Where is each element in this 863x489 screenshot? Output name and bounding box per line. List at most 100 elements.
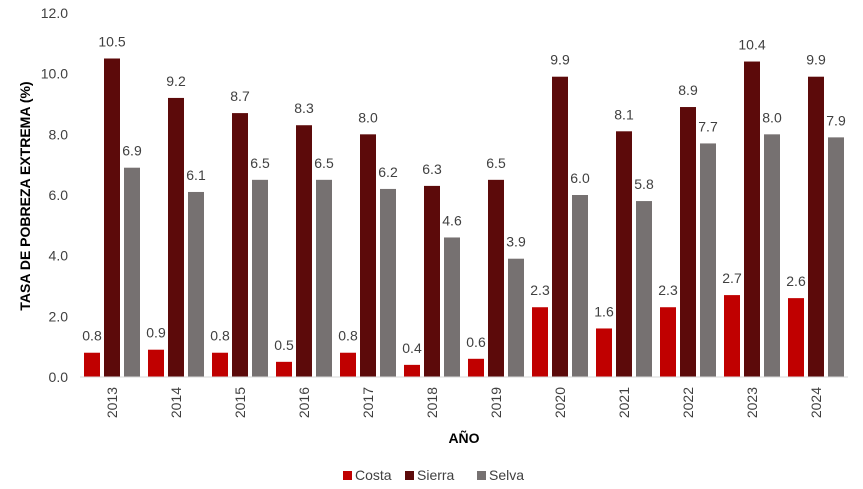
data-label: 0.8 bbox=[82, 328, 102, 344]
bar-selva-2018 bbox=[444, 237, 460, 377]
data-label: 5.8 bbox=[634, 176, 654, 192]
data-label: 9.2 bbox=[166, 73, 186, 89]
data-label: 3.9 bbox=[506, 234, 526, 250]
y-axis-title: TASA DE POBREZA EXTREMA (%) bbox=[17, 81, 33, 310]
bar-sierra-2014 bbox=[168, 97, 184, 377]
x-axis-ticks: 2013 2014 2015 2016 2017 2018 2019 2020 2021 2022… bbox=[104, 387, 824, 418]
bar-selva-2019 bbox=[508, 258, 524, 377]
data-label: 8.0 bbox=[762, 109, 782, 125]
x-tick-label: 2020 bbox=[552, 387, 568, 418]
bar-sierra-2018 bbox=[424, 185, 440, 377]
x-axis-title: AÑO bbox=[448, 429, 479, 446]
data-label: 7.7 bbox=[698, 118, 718, 134]
data-label: 6.5 bbox=[250, 155, 270, 171]
bar-costa-2017 bbox=[340, 352, 356, 377]
data-label: 4.6 bbox=[442, 212, 462, 228]
bar-costa-2021 bbox=[596, 328, 612, 377]
bar-sierra-2021 bbox=[616, 131, 632, 377]
y-tick-label: 8.0 bbox=[49, 126, 69, 142]
data-label: 6.2 bbox=[378, 164, 398, 180]
bar-selva-2020 bbox=[572, 195, 588, 377]
data-label: 8.9 bbox=[678, 82, 698, 98]
bar-sierra-2023 bbox=[744, 61, 760, 378]
x-tick-label: 2015 bbox=[232, 387, 248, 418]
data-label: 0.4 bbox=[402, 340, 422, 356]
legend-swatch-selva bbox=[477, 471, 486, 480]
data-label: 6.9 bbox=[122, 143, 142, 159]
bar-sierra-2024 bbox=[808, 76, 824, 377]
data-label: 8.3 bbox=[294, 100, 314, 116]
data-label: 6.1 bbox=[186, 167, 206, 183]
data-labels: 0.8 10.5 6.9 0.9 9.2 6.1 0.8 8.7 6.5 0.5 8.3 6.5 0.8… bbox=[82, 34, 846, 356]
x-tick-label: 2019 bbox=[488, 387, 504, 418]
data-label: 10.4 bbox=[738, 37, 765, 53]
data-label: 2.3 bbox=[658, 282, 678, 298]
data-label: 6.3 bbox=[422, 161, 442, 177]
bar-selva-2016 bbox=[316, 179, 332, 377]
data-label: 7.9 bbox=[826, 112, 846, 128]
bar-selva-2022 bbox=[700, 143, 716, 377]
x-tick-label: 2018 bbox=[424, 387, 440, 418]
bar-selva-2014 bbox=[188, 191, 204, 377]
data-label: 8.0 bbox=[358, 109, 378, 125]
bar-costa-2014 bbox=[148, 349, 164, 377]
data-label: 9.9 bbox=[550, 52, 570, 68]
x-tick-label: 2021 bbox=[616, 387, 632, 418]
data-label: 10.5 bbox=[98, 34, 125, 50]
y-tick-label: 0.0 bbox=[49, 369, 69, 385]
bar-costa-2023 bbox=[724, 295, 740, 377]
bar-sierra-2017 bbox=[360, 134, 376, 377]
bar-costa-2024 bbox=[788, 298, 804, 377]
x-tick-label: 2014 bbox=[168, 387, 184, 418]
data-label: 8.1 bbox=[614, 106, 634, 122]
y-axis-ticks: 0.0 2.0 4.0 6.0 8.0 10.0 12.0 bbox=[41, 5, 68, 385]
data-label: 6.0 bbox=[570, 170, 590, 186]
legend-label-selva: Selva bbox=[489, 467, 524, 483]
x-tick-label: 2024 bbox=[808, 387, 824, 418]
data-label: 2.7 bbox=[722, 270, 742, 286]
bar-costa-2022 bbox=[660, 307, 676, 377]
x-tick-label: 2013 bbox=[104, 387, 120, 418]
data-label: 6.5 bbox=[314, 155, 334, 171]
x-tick-label: 2023 bbox=[744, 387, 760, 418]
bar-selva-2017 bbox=[380, 188, 396, 377]
bar-costa-2020 bbox=[532, 307, 548, 377]
bar-sierra-2019 bbox=[488, 179, 504, 377]
data-label: 2.3 bbox=[530, 282, 550, 298]
bar-sierra-2020 bbox=[552, 76, 568, 377]
bars bbox=[84, 58, 844, 378]
bar-selva-2013 bbox=[124, 167, 140, 377]
data-label: 0.8 bbox=[210, 328, 230, 344]
legend-label-costa: Costa bbox=[355, 467, 392, 483]
y-tick-label: 2.0 bbox=[49, 308, 69, 324]
y-tick-label: 10.0 bbox=[41, 66, 68, 82]
bar-costa-2015 bbox=[212, 352, 228, 377]
x-tick-label: 2016 bbox=[296, 387, 312, 418]
data-label: 1.6 bbox=[594, 303, 614, 319]
bar-sierra-2016 bbox=[296, 125, 312, 377]
y-tick-label: 6.0 bbox=[49, 187, 69, 203]
bar-selva-2021 bbox=[636, 201, 652, 377]
bar-selva-2023 bbox=[764, 134, 780, 377]
x-tick-label: 2017 bbox=[360, 387, 376, 418]
legend-swatch-costa bbox=[343, 471, 352, 480]
bar-sierra-2022 bbox=[680, 107, 696, 378]
y-tick-label: 12.0 bbox=[41, 5, 68, 21]
bar-costa-2016 bbox=[276, 361, 292, 377]
data-label: 9.9 bbox=[806, 52, 826, 68]
legend: Costa Sierra Selva bbox=[343, 467, 524, 483]
data-label: 0.8 bbox=[338, 328, 358, 344]
bar-costa-2013 bbox=[84, 352, 100, 377]
bar-selva-2024 bbox=[828, 137, 844, 377]
y-tick-label: 4.0 bbox=[49, 248, 69, 264]
bar-costa-2019 bbox=[468, 358, 484, 377]
data-label: 0.9 bbox=[146, 325, 166, 341]
x-tick-label: 2022 bbox=[680, 387, 696, 418]
bar-sierra-2013 bbox=[104, 58, 120, 377]
data-label: 6.5 bbox=[486, 155, 506, 171]
data-label: 0.6 bbox=[466, 334, 486, 350]
bar-costa-2018 bbox=[404, 364, 420, 377]
data-label: 2.6 bbox=[786, 273, 806, 289]
bar-selva-2015 bbox=[252, 179, 268, 377]
